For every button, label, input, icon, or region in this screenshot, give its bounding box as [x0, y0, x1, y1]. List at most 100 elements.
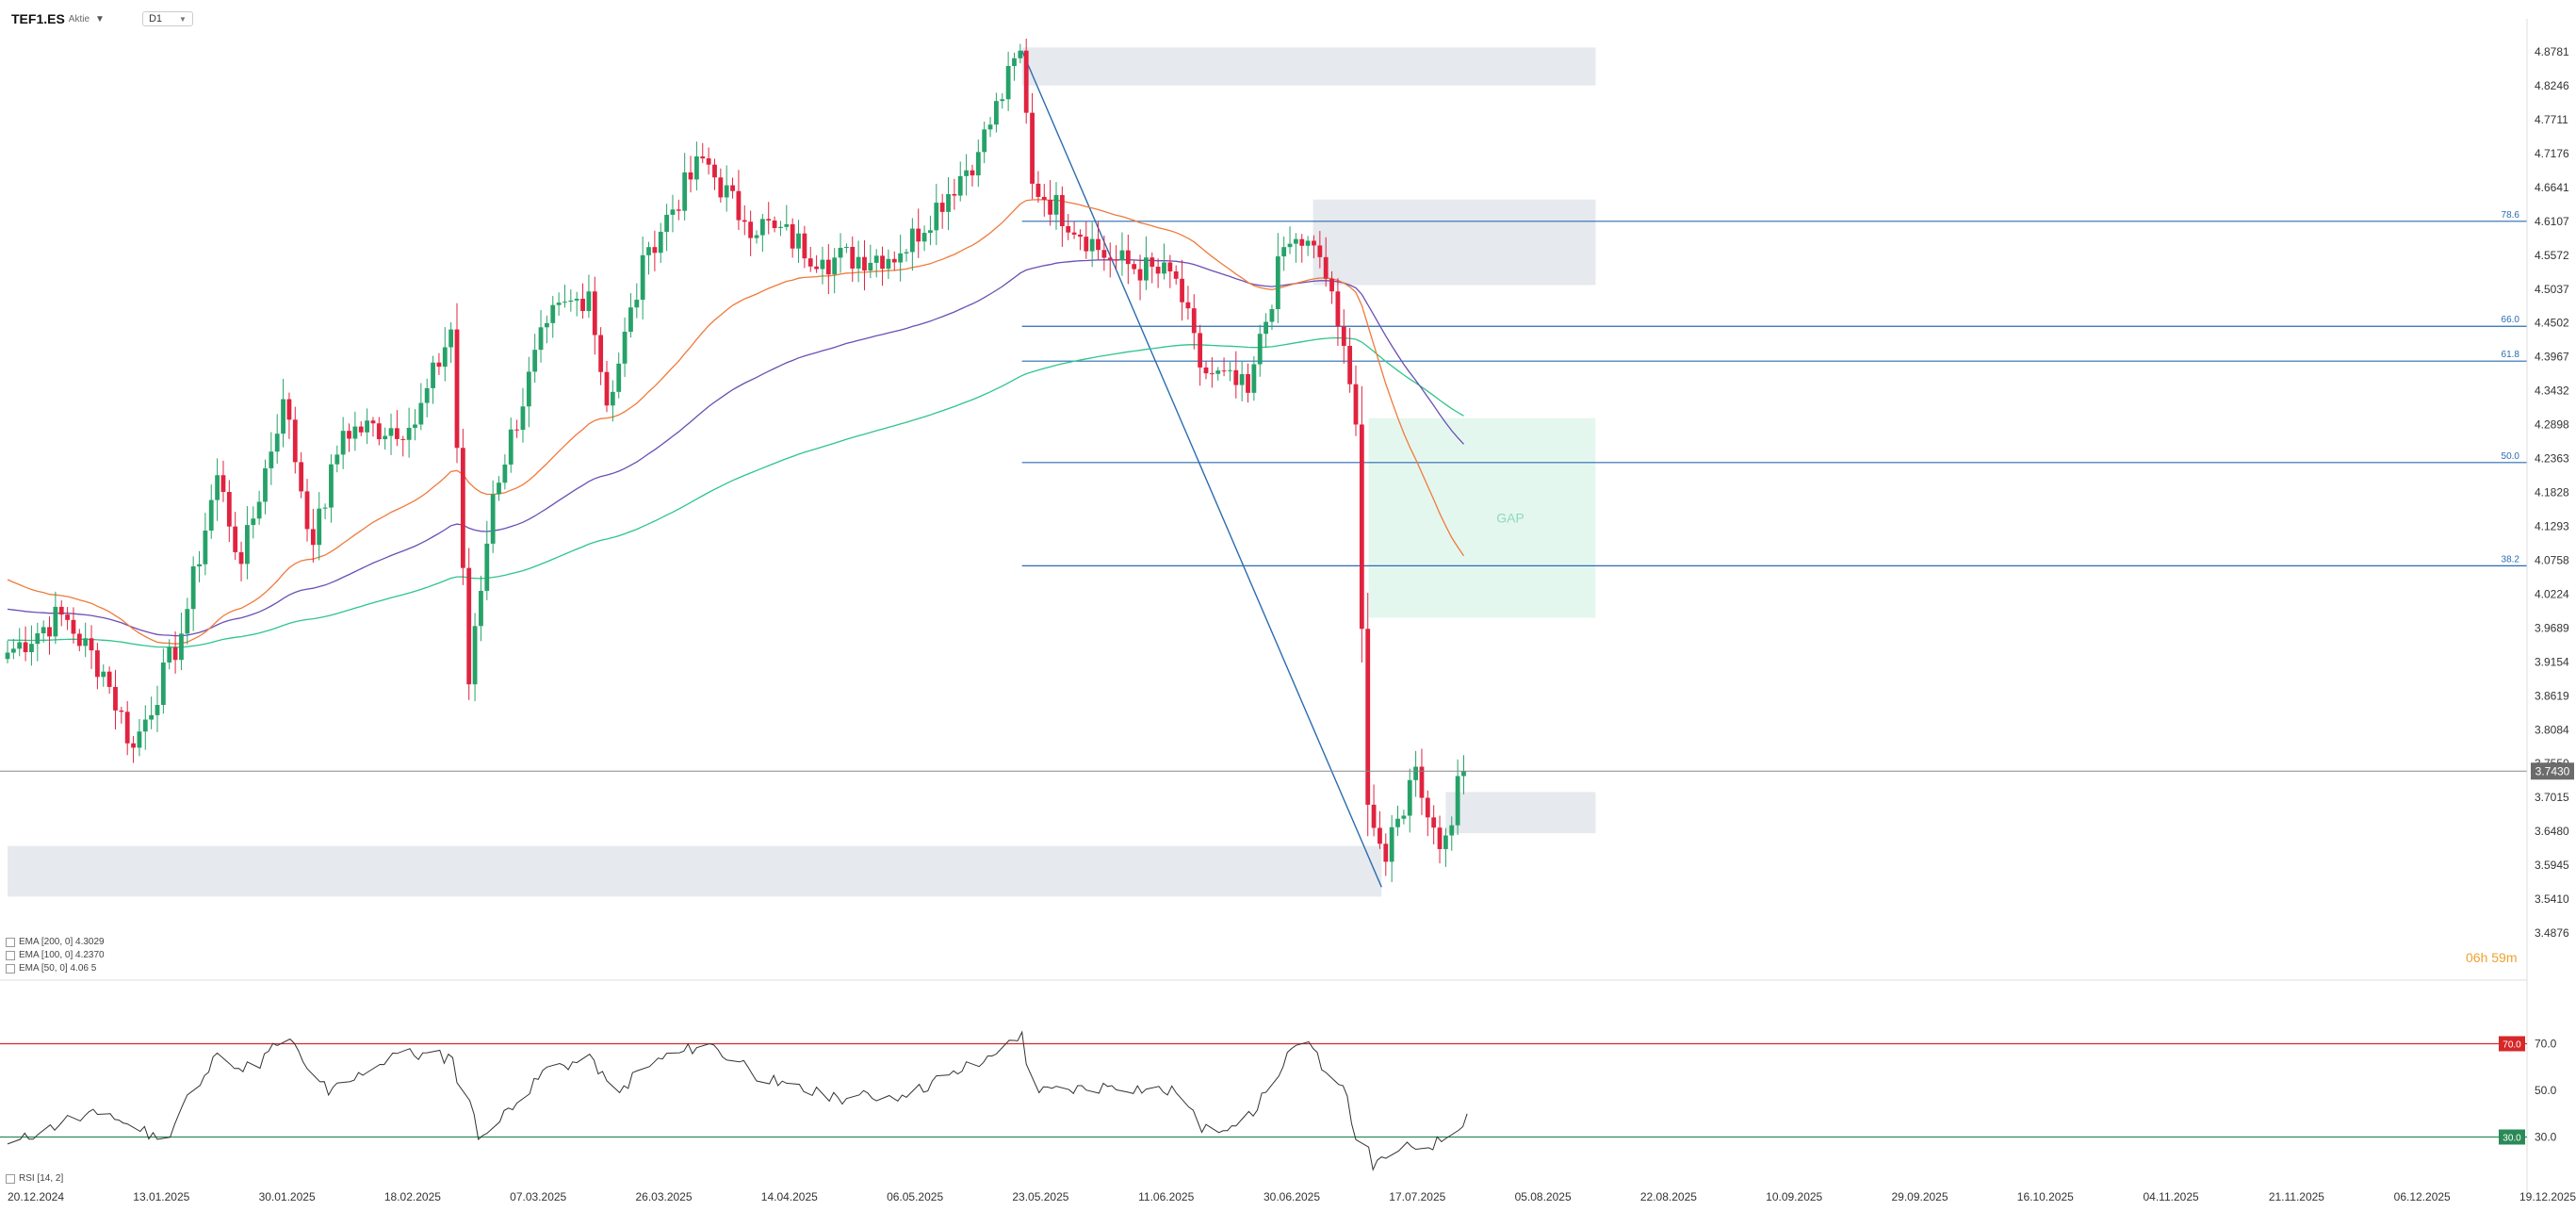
candle-up[interactable]: [1443, 835, 1448, 849]
candle-down[interactable]: [514, 429, 519, 431]
candle-down[interactable]: [772, 221, 777, 228]
indicator-settings-icon[interactable]: [6, 963, 15, 974]
candle-up[interactable]: [322, 507, 328, 509]
candle-up[interactable]: [1294, 238, 1298, 244]
candle-up[interactable]: [497, 483, 501, 495]
candle-up[interactable]: [179, 633, 184, 661]
symbol-name[interactable]: TEF1.ES: [11, 11, 65, 26]
candle-down[interactable]: [1437, 827, 1443, 849]
candle-up[interactable]: [664, 214, 669, 232]
candle-down[interactable]: [71, 619, 76, 634]
candle-up[interactable]: [694, 155, 699, 180]
candle-down[interactable]: [299, 462, 304, 492]
candle-down[interactable]: [226, 492, 232, 527]
candle-up[interactable]: [964, 170, 969, 176]
candle-down[interactable]: [1048, 200, 1053, 215]
candle-down[interactable]: [1107, 257, 1113, 260]
candle-up[interactable]: [868, 262, 873, 271]
candle-down[interactable]: [454, 329, 460, 449]
candle-up[interactable]: [83, 638, 89, 646]
candle-up[interactable]: [982, 129, 987, 153]
timeframe-selector[interactable]: D1 ▼: [141, 11, 193, 26]
candle-up[interactable]: [526, 371, 531, 407]
candle-up[interactable]: [856, 256, 861, 269]
candle-down[interactable]: [1353, 384, 1359, 425]
candle-up[interactable]: [29, 644, 34, 653]
candle-up[interactable]: [137, 731, 142, 748]
candle-down[interactable]: [1221, 370, 1227, 372]
candle-down[interactable]: [1347, 345, 1353, 385]
candle-down[interactable]: [604, 371, 610, 406]
candle-up[interactable]: [251, 518, 256, 526]
candle-down[interactable]: [436, 362, 442, 368]
candle-down[interactable]: [1203, 367, 1209, 374]
candle-up[interactable]: [946, 193, 951, 212]
candle-down[interactable]: [1078, 234, 1083, 237]
candle-up[interactable]: [383, 435, 388, 440]
candle-up[interactable]: [1012, 57, 1017, 66]
candle-up[interactable]: [1275, 256, 1280, 309]
candle-down[interactable]: [730, 185, 735, 191]
candle-up[interactable]: [334, 454, 340, 465]
candle-up[interactable]: [646, 247, 651, 255]
candle-up[interactable]: [1053, 194, 1059, 215]
candle-up[interactable]: [413, 424, 417, 428]
candle-up[interactable]: [844, 247, 849, 249]
candle-down[interactable]: [1096, 238, 1101, 251]
candle-up[interactable]: [1281, 247, 1287, 257]
candle-down[interactable]: [814, 266, 819, 270]
candle-up[interactable]: [1461, 771, 1466, 777]
candle-up[interactable]: [388, 428, 394, 436]
indicator-settings-icon[interactable]: [6, 937, 15, 947]
candle-down[interactable]: [1071, 232, 1077, 235]
candle-down[interactable]: [736, 190, 742, 221]
candle-up[interactable]: [508, 429, 514, 465]
candle-down[interactable]: [1341, 326, 1346, 346]
candle-down[interactable]: [712, 164, 717, 178]
indicator-settings-icon[interactable]: [6, 1173, 15, 1184]
indicator-legend-ema100[interactable]: EMA [100, 0] 4.2370: [6, 950, 105, 960]
candle-down[interactable]: [1066, 225, 1071, 233]
candle-down[interactable]: [113, 686, 118, 711]
candle-up[interactable]: [1228, 369, 1232, 371]
candle-up[interactable]: [424, 387, 430, 403]
candle-down[interactable]: [1431, 817, 1437, 828]
candle-up[interactable]: [1000, 99, 1005, 102]
candle-up[interactable]: [269, 451, 274, 468]
candle-up[interactable]: [724, 185, 729, 198]
candle-down[interactable]: [23, 642, 28, 653]
candle-up[interactable]: [352, 426, 358, 439]
candle-up[interactable]: [442, 347, 448, 368]
candle-up[interactable]: [754, 235, 759, 238]
candle-down[interactable]: [652, 247, 658, 254]
candle-down[interactable]: [598, 335, 604, 372]
candle-up[interactable]: [886, 258, 891, 270]
candle-up[interactable]: [778, 226, 783, 228]
indicator-settings-icon[interactable]: [6, 950, 15, 960]
candle-up[interactable]: [479, 590, 483, 627]
candle-up[interactable]: [160, 662, 166, 705]
candle-up[interactable]: [1287, 243, 1293, 248]
candle-down[interactable]: [1125, 250, 1131, 265]
candle-down[interactable]: [400, 438, 406, 440]
candle-up[interactable]: [17, 642, 23, 649]
candle-down[interactable]: [891, 258, 897, 263]
candle-down[interactable]: [1299, 238, 1305, 246]
candle-up[interactable]: [1089, 238, 1095, 252]
candle-down[interactable]: [676, 209, 681, 211]
candle-down[interactable]: [718, 177, 724, 198]
candle-up[interactable]: [784, 223, 790, 227]
candle-up[interactable]: [873, 255, 879, 263]
candle-down[interactable]: [347, 431, 351, 439]
candle-up[interactable]: [1401, 815, 1407, 819]
candle-up[interactable]: [994, 101, 999, 125]
candle-up[interactable]: [1389, 826, 1394, 862]
candle-down[interactable]: [1371, 804, 1377, 828]
candle-up[interactable]: [904, 252, 909, 254]
candle-down[interactable]: [1149, 257, 1155, 268]
candle-up[interactable]: [820, 259, 825, 270]
candle-up[interactable]: [448, 329, 454, 348]
candle-down[interactable]: [119, 710, 124, 712]
candle-up[interactable]: [610, 391, 615, 406]
